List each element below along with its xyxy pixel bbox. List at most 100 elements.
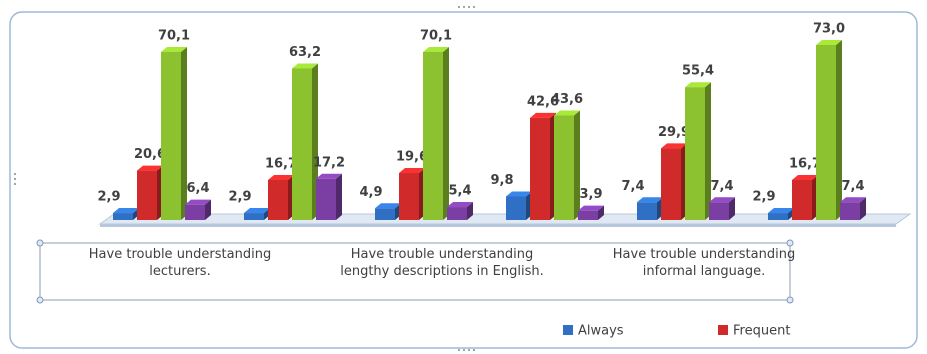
bar: [768, 208, 794, 220]
bar: [709, 197, 735, 220]
bar-top: [316, 173, 342, 179]
bar-top: [709, 197, 735, 203]
value-label: 73,0: [813, 22, 845, 37]
value-label: 7,4: [841, 179, 864, 194]
value-label: 70,1: [420, 28, 452, 43]
bar-top: [768, 208, 794, 214]
legend-label: Frequent: [733, 324, 790, 339]
value-label: 2,9: [752, 190, 775, 205]
bar-top: [161, 46, 187, 52]
bar-front: [816, 45, 836, 220]
legend-marker: [563, 325, 573, 335]
value-label: 9,8: [490, 173, 513, 188]
bar-side: [205, 199, 211, 220]
bar-front: [399, 173, 419, 220]
value-label: 16,7: [265, 156, 297, 171]
legend-marker: [718, 325, 728, 335]
bar-top: [268, 174, 294, 180]
bar-top: [661, 143, 687, 149]
bar-front: [661, 148, 681, 220]
bar-side: [705, 82, 711, 221]
value-label: 4,9: [359, 185, 382, 200]
bar: [685, 82, 711, 221]
bar-top: [113, 208, 139, 214]
floor-edge: [100, 224, 896, 227]
bar: [316, 173, 342, 220]
bar-top: [399, 168, 425, 174]
bar-front: [268, 179, 288, 220]
bar-front: [137, 170, 157, 220]
bar: [161, 46, 187, 220]
bar-top: [185, 199, 211, 205]
bar-front: [447, 207, 467, 220]
bar-front: [375, 208, 395, 220]
value-label: 2,9: [97, 190, 120, 205]
bar-top: [292, 63, 318, 69]
category-box-handles: [36, 239, 794, 304]
bar: [447, 202, 473, 220]
bar-top: [685, 82, 711, 88]
x-tick-label: Have trouble understanding lengthy descr…: [340, 247, 544, 279]
bar-top: [244, 208, 270, 214]
bar-front: [530, 117, 550, 220]
bar-front: [578, 210, 598, 220]
bar-front: [423, 51, 443, 220]
value-label: 19,6: [396, 150, 428, 165]
value-label: 55,4: [682, 64, 714, 79]
bar: [792, 174, 818, 220]
legend-label: Always: [578, 324, 624, 339]
bar: [840, 197, 866, 220]
bar: [292, 63, 318, 220]
bar-top: [637, 197, 663, 203]
value-label: 7,4: [710, 179, 733, 194]
bar-top: [792, 174, 818, 180]
bar-side: [181, 46, 187, 220]
value-label: 20,6: [134, 147, 166, 162]
bar: [375, 203, 401, 220]
bar-side: [467, 202, 473, 220]
bar-side: [598, 205, 604, 220]
frame-handles: [14, 6, 475, 351]
bar-front: [185, 204, 205, 220]
bar: [399, 168, 425, 220]
bar-front: [768, 213, 788, 220]
bar-front: [685, 87, 705, 221]
bar-top: [137, 165, 163, 171]
bar: [423, 46, 449, 220]
bar-top: [423, 46, 449, 52]
bar-front: [292, 68, 312, 220]
bar-front: [554, 115, 574, 220]
bar-top: [840, 197, 866, 203]
bar: [506, 191, 532, 220]
bar-side: [574, 110, 580, 220]
bar-front: [506, 196, 526, 220]
value-label: 5,4: [448, 184, 471, 199]
bar-top: [375, 203, 401, 209]
bar: [816, 40, 842, 220]
bar-front: [637, 202, 657, 220]
bar: [113, 208, 139, 220]
bar-side: [729, 197, 735, 220]
value-label: 3,9: [579, 187, 602, 202]
bar-front: [316, 178, 336, 220]
bar-top: [554, 110, 580, 116]
x-tick-label: Have trouble understanding informal lang…: [612, 247, 796, 279]
value-label: 17,2: [313, 155, 345, 170]
bar: [661, 143, 687, 220]
bar-side: [860, 197, 866, 220]
value-label: 42,6: [527, 94, 559, 109]
value-label: 29,9: [658, 125, 690, 140]
bar: [244, 208, 270, 220]
bar-top: [578, 205, 604, 211]
value-label: 16,7: [789, 156, 821, 171]
bar: [554, 110, 580, 220]
bar-top: [530, 112, 556, 118]
bar-top: [447, 202, 473, 208]
bar-front: [113, 213, 133, 220]
bar-front: [161, 51, 181, 220]
bar: [268, 174, 294, 220]
x-tick-label: Have trouble understanding lecturers.: [88, 247, 272, 279]
value-label: 7,4: [621, 179, 644, 194]
